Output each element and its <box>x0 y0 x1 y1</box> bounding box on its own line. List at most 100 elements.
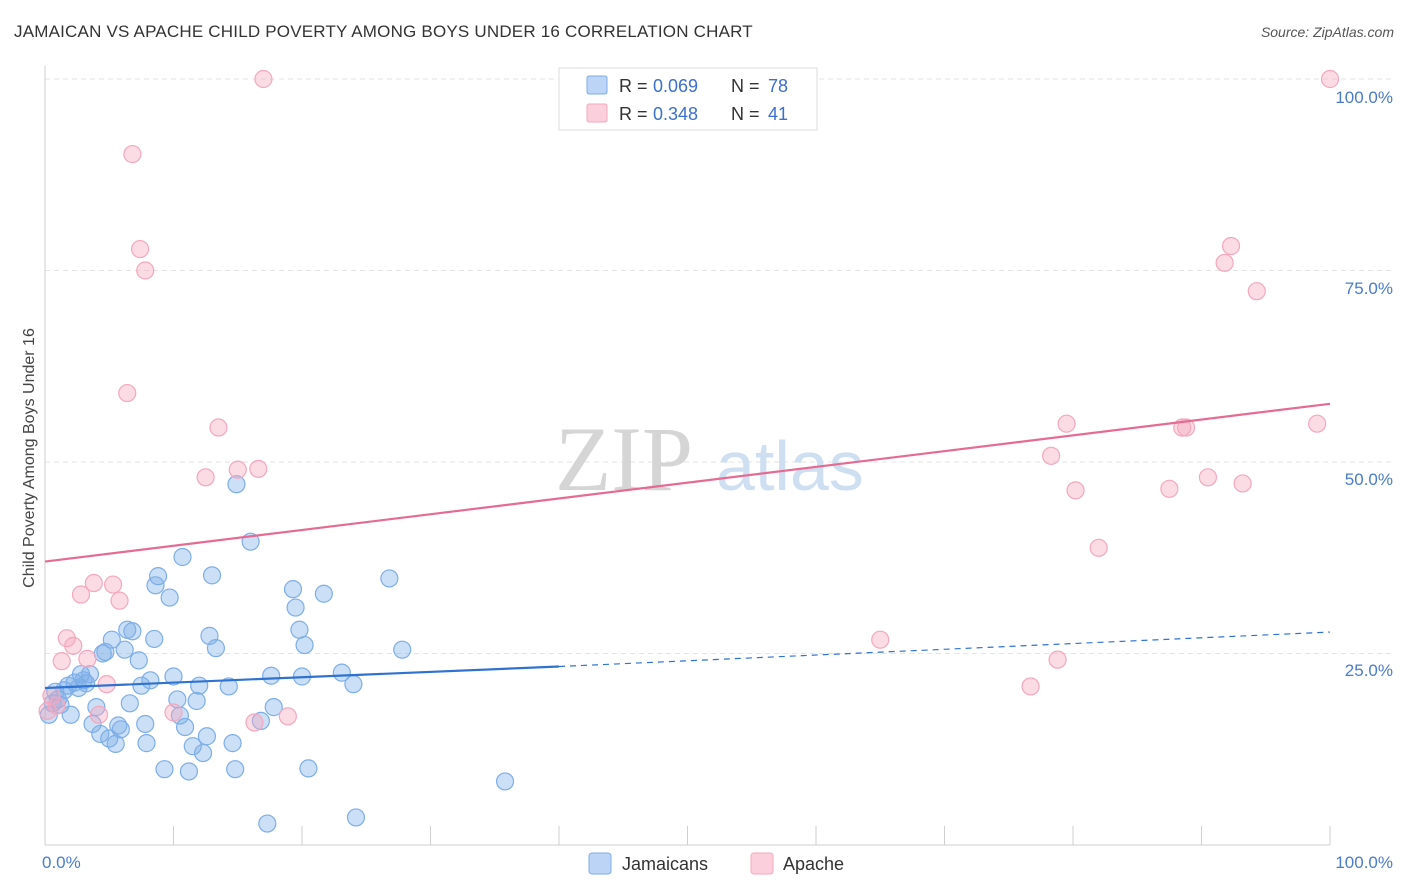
point-jamaicans-43 <box>179 762 199 781</box>
point-apache-39 <box>1247 282 1266 301</box>
x-tick-label-max: 100.0% <box>1335 853 1393 872</box>
point-apache-14 <box>123 144 142 164</box>
point-apache-2 <box>47 696 66 715</box>
point-jamaicans-47 <box>193 743 213 763</box>
point-jamaicans-16 <box>91 724 110 744</box>
point-apache-18 <box>196 468 215 487</box>
point-apache-12 <box>110 591 129 610</box>
point-jamaicans-72 <box>393 640 412 659</box>
y-tick-label-75: 75.0% <box>1345 279 1393 298</box>
point-apache-23 <box>254 69 273 89</box>
point-jamaicans-13 <box>80 665 100 684</box>
point-apache-35 <box>1198 468 1218 487</box>
legend-swatch-jamaicans <box>586 75 608 95</box>
point-apache-8 <box>84 573 103 593</box>
point-apache-22 <box>249 459 268 478</box>
legend-r-value-2: 0.348 <box>653 104 698 124</box>
point-apache-20 <box>228 460 247 479</box>
axis-layer <box>44 66 1331 846</box>
point-apache-37 <box>1221 236 1241 256</box>
point-jamaicans-69 <box>344 675 363 694</box>
series-legend: Jamaicans Apache <box>588 852 844 875</box>
point-apache-34 <box>1176 418 1196 437</box>
point-jamaicans-44 <box>183 737 202 756</box>
legend-r-label-2: R = <box>619 104 648 124</box>
point-apache-13 <box>118 383 137 403</box>
chart-title: JAMAICAN VS APACHE CHILD POVERTY AMONG B… <box>14 22 753 41</box>
legend-r-value-1: 0.069 <box>653 76 698 96</box>
point-jamaicans-42 <box>175 717 195 737</box>
point-apache-19 <box>209 418 228 437</box>
legend-n-label-1: N = <box>731 76 760 96</box>
trendline-extension-jamaicans <box>558 631 1331 668</box>
point-jamaicans-35 <box>148 567 168 586</box>
point-apache-38 <box>1233 474 1252 493</box>
legend-swatch-apache <box>586 103 608 123</box>
trendline-jamaicans <box>44 665 560 690</box>
point-jamaicans-51 <box>206 639 226 658</box>
point-jamaicans-53 <box>223 734 242 753</box>
legend-r-label-1: R = <box>619 76 648 96</box>
point-apache-7 <box>78 649 97 668</box>
point-jamaicans-57 <box>251 711 270 731</box>
point-jamaicans-38 <box>164 667 183 686</box>
point-jamaicans-68 <box>332 663 351 682</box>
trend-layer <box>44 402 1331 690</box>
point-apache-40 <box>1308 414 1327 433</box>
point-jamaicans-48 <box>197 727 217 746</box>
point-jamaicans-45 <box>187 691 206 711</box>
point-jamaicans-62 <box>286 598 305 617</box>
point-jamaicans-30 <box>136 714 155 734</box>
point-jamaicans-41 <box>173 547 192 567</box>
point-jamaicans-73 <box>495 772 515 791</box>
point-jamaicans-59 <box>262 666 281 685</box>
point-jamaicans-66 <box>299 759 318 778</box>
point-apache-0 <box>38 701 57 721</box>
chart-source: Source: ZipAtlas.com <box>1260 24 1394 40</box>
series-legend-label-jamaicans: Jamaicans <box>622 854 708 874</box>
point-jamaicans-23 <box>111 720 130 739</box>
point-jamaicans-28 <box>129 651 148 670</box>
point-jamaicans-20 <box>102 630 121 649</box>
point-jamaicans-71 <box>380 569 399 588</box>
watermark-atlas: atlas <box>716 427 864 505</box>
point-jamaicans-32 <box>141 671 160 690</box>
point-jamaicans-61 <box>283 580 303 599</box>
legend-n-value-1: 78 <box>768 76 788 96</box>
point-jamaicans-26 <box>120 694 139 713</box>
points-layer <box>38 69 1340 833</box>
point-jamaicans-55 <box>227 475 246 494</box>
series-legend-swatch-apache <box>750 852 774 875</box>
point-jamaicans-54 <box>226 760 245 779</box>
x-tick-label-min: 0.0% <box>42 853 81 872</box>
y-tick-label-25: 25.0% <box>1345 661 1393 680</box>
point-apache-11 <box>104 575 123 594</box>
point-jamaicans-63 <box>290 620 309 639</box>
point-apache-30 <box>1066 481 1085 500</box>
point-apache-27 <box>1042 446 1061 465</box>
point-apache-15 <box>130 239 150 259</box>
point-apache-16 <box>136 261 155 280</box>
point-jamaicans-27 <box>123 622 142 641</box>
point-jamaicans-37 <box>160 588 179 607</box>
point-jamaicans-50 <box>202 566 222 585</box>
point-apache-3 <box>52 652 71 671</box>
point-jamaicans-67 <box>314 584 333 603</box>
point-apache-32 <box>1160 479 1179 498</box>
point-apache-36 <box>1215 253 1234 272</box>
y-tick-label-50: 50.0% <box>1345 470 1393 489</box>
trendline-apache <box>44 402 1331 563</box>
point-jamaicans-24 <box>115 640 134 659</box>
watermark: ZIP atlas <box>555 408 864 510</box>
point-jamaicans-14 <box>83 714 102 734</box>
point-jamaicans-60 <box>264 698 283 717</box>
point-apache-41 <box>1320 69 1340 89</box>
y-tick-label-100: 100.0% <box>1335 88 1393 107</box>
point-jamaicans-29 <box>132 676 151 695</box>
point-jamaicans-36 <box>155 760 174 779</box>
watermark-zip: ZIP <box>555 408 693 510</box>
point-apache-9 <box>89 705 109 724</box>
point-apache-31 <box>1089 538 1108 557</box>
legend-n-label-2: N = <box>731 104 760 124</box>
stats-legend: R = 0.069 N = 78 R = 0.348 N = 41 <box>558 67 818 131</box>
